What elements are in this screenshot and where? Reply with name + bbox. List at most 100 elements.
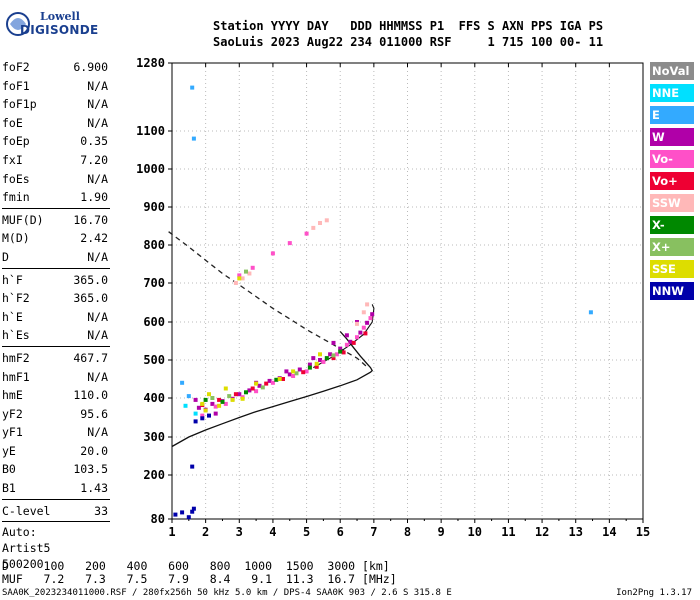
param-row: C-level 33 (2, 502, 110, 521)
digisonde-logo: Lowell DIGISONDE (6, 4, 106, 44)
echo-point-nnw (190, 509, 195, 514)
echo-point-w (328, 352, 333, 357)
legend-nne: NNE (650, 84, 694, 102)
echo-point-vo-plus (250, 386, 255, 391)
param-value: N/A (87, 328, 108, 343)
logo-line-digisonde: DIGISONDE (20, 23, 99, 37)
echo-point-w (331, 340, 336, 345)
echo-point-x-plus (331, 353, 336, 358)
param-name: hmF2 (2, 350, 30, 365)
logo-line-lowell: Lowell (40, 10, 80, 23)
y-tick-label: 600 (143, 315, 165, 329)
trace-electron-density-profile (171, 331, 374, 448)
param-row: hmF2 467.7 (2, 349, 110, 368)
param-name: fmin (2, 190, 30, 205)
echo-point-e (588, 310, 593, 315)
param-row: B0 103.5 (2, 460, 110, 479)
echo-point-vo-minus (355, 335, 359, 340)
divider (2, 267, 110, 269)
echo-point-w (287, 372, 292, 377)
echo-point-w (338, 346, 343, 351)
echo-point-sse (314, 361, 319, 366)
echo-point-vo-minus (334, 352, 339, 357)
param-value: 365.0 (73, 272, 108, 287)
legend-nnw: NNW (650, 282, 694, 300)
echo-point-x-minus (220, 399, 225, 404)
version-label: Ion2Png 1.3.17 (616, 588, 692, 598)
param-name: C-level (2, 503, 51, 518)
param-value: N/A (87, 249, 108, 264)
file-info: SAA0K_2023234011000.RSF / 280fx256h 50 k… (2, 588, 452, 598)
x-tick-label: 7 (370, 525, 377, 539)
legend-x-plus: X+ (650, 238, 694, 256)
echo-point-nnw (173, 512, 178, 517)
echo-point-sse (254, 381, 259, 386)
param-group-virtual-heights: h`F 365.0 h`F2 365.0 h`E N/A h`Es N/A (2, 271, 110, 345)
x-tick-label: 13 (568, 525, 582, 539)
divider (2, 345, 110, 347)
param-name: hmE (2, 388, 23, 403)
autoscaling-label: Auto: (2, 525, 37, 540)
param-row: fxI 7.20 (2, 151, 110, 170)
param-name: foF2 (2, 60, 30, 74)
echo-point-vo-plus (331, 356, 336, 361)
param-row: foF1 N/A (2, 77, 110, 96)
param-name: foE (2, 115, 23, 130)
echo-point-x-minus (203, 397, 208, 402)
param-row: D N/A (2, 248, 110, 267)
param-value: N/A (87, 171, 108, 186)
param-name: yF2 (2, 406, 23, 421)
echo-point-sse (217, 403, 222, 408)
chart-grid (172, 63, 643, 519)
echo-point-nnw (191, 506, 196, 511)
echo-point-vo-minus (270, 380, 275, 385)
legend-vo-minus: Vo- (650, 150, 694, 168)
param-name: fxI (2, 152, 23, 167)
x-tick-label: 3 (236, 525, 243, 539)
echo-point-w (257, 383, 262, 388)
echo-point-nnw (200, 416, 205, 421)
param-row: hmE 110.0 (2, 386, 110, 405)
echo-point-w (307, 362, 312, 367)
param-name: h`E (2, 309, 23, 324)
echo-point-ssw (355, 321, 359, 326)
echo-point-x-plus (294, 371, 299, 376)
echo-point-w (196, 405, 201, 410)
echo-point-x-minus (244, 390, 248, 395)
echo-point-e (190, 85, 195, 90)
echo-point-sse (291, 369, 296, 374)
y-tick-label: 400 (143, 391, 165, 405)
param-value: 467.7 (73, 350, 108, 365)
echo-point-vo-minus (237, 273, 242, 278)
x-tick-label: 2 (202, 525, 209, 539)
x-tick-label: 5 (303, 525, 310, 539)
y-tick-label: 1280 (136, 56, 165, 70)
param-value: 2.42 (80, 231, 108, 246)
x-tick-label: 9 (438, 525, 445, 539)
param-value: 365.0 (73, 291, 108, 306)
echo-point-x-minus (307, 365, 312, 370)
param-row: h`E N/A (2, 308, 110, 327)
echo-point-ssw (247, 271, 252, 276)
param-group-critical-frequencies: foF2 6.900 foF1 N/A foF1p N/A foE N/A foEp 0.… (2, 58, 110, 207)
param-group-muf: MUF(D) 16.70 M(D) 2.42 D N/A (2, 211, 110, 267)
y-tick-label: 700 (143, 276, 165, 290)
echo-point-sse (230, 397, 235, 402)
y-tick-label: 300 (143, 430, 165, 444)
echo-point-vo-plus (363, 331, 368, 336)
echo-point-w (237, 392, 242, 397)
echo-point-vo-minus (254, 389, 259, 394)
param-row: h`Es N/A (2, 326, 110, 345)
param-row: foEs N/A (2, 170, 110, 189)
echo-point-nne (183, 403, 188, 408)
echo-point-nnw (190, 464, 195, 469)
param-value: 110.0 (73, 388, 108, 403)
echo-point-e (191, 136, 196, 141)
param-name: M(D) (2, 231, 30, 246)
autoscaling-version: 500200 (2, 557, 44, 572)
echo-point-ssw (240, 276, 245, 281)
echo-point-sse (277, 377, 282, 381)
param-row: foEp 0.35 (2, 132, 110, 151)
param-row: foE N/A (2, 114, 110, 133)
divider (2, 521, 110, 523)
